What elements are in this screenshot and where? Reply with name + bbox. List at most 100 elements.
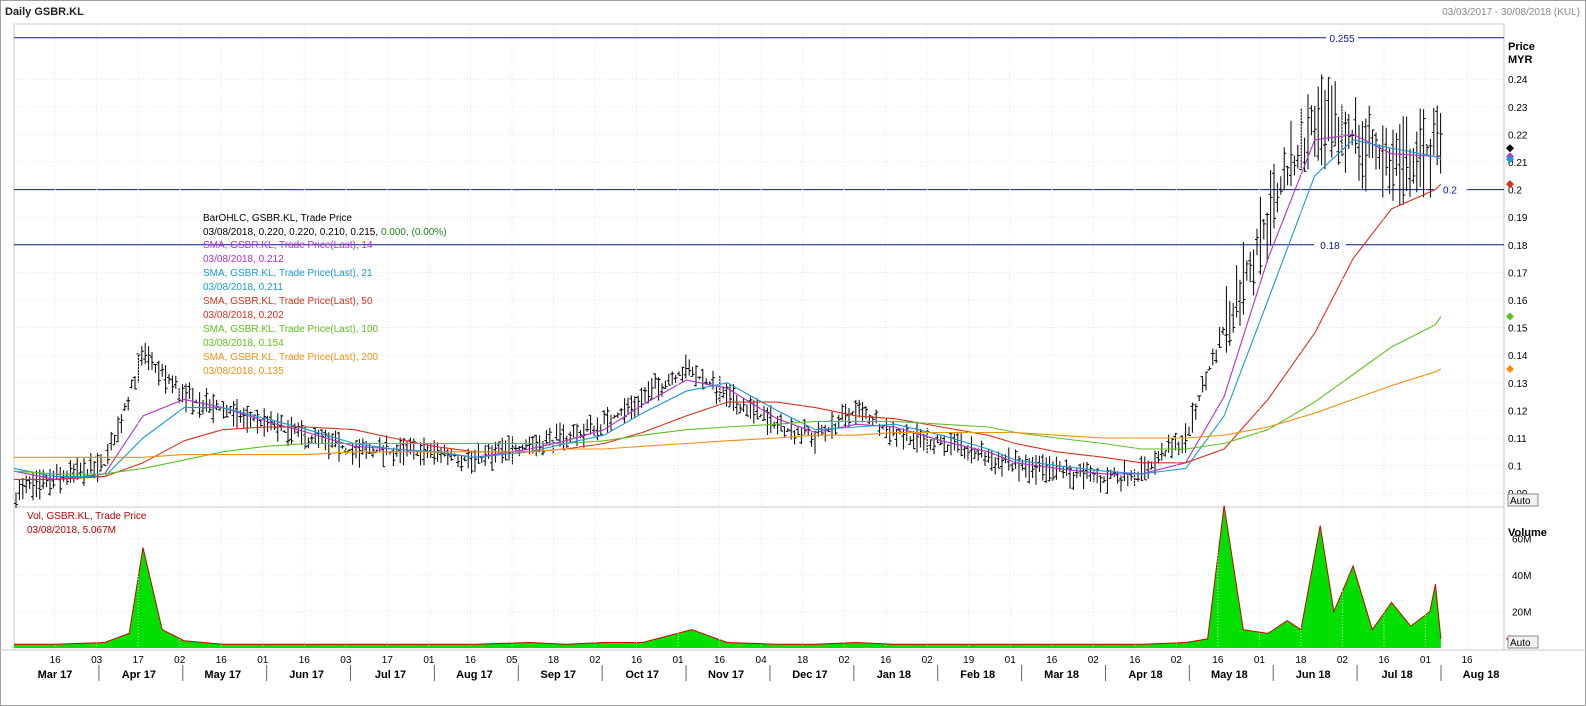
sma-line-sma-21 — [13, 139, 1442, 478]
ohlc-bar — [1404, 116, 1409, 192]
ohlc-bar — [1234, 265, 1239, 318]
ohlc-bar — [456, 455, 460, 468]
ohlc-bar — [71, 463, 76, 483]
price-tick-label: 0.2 — [1508, 186, 1522, 197]
ohlc-bar — [170, 375, 175, 394]
month-label: Dec 17 — [792, 669, 827, 681]
day-tick-label: 01 — [1254, 655, 1266, 666]
ohlc-bar — [462, 456, 467, 462]
ohlc-bar — [901, 428, 906, 450]
volume-area — [14, 505, 1442, 648]
ohlc-bar — [986, 449, 991, 463]
ohlc-bar — [122, 403, 127, 412]
last-value-marker — [1506, 180, 1514, 189]
price-tick-label: 0.12 — [1508, 406, 1528, 417]
day-tick-label: 17 — [133, 655, 145, 666]
ohlc-bar — [133, 375, 137, 390]
volume-auto-button[interactable]: Auto — [1507, 635, 1539, 649]
ohlc-bar — [1227, 301, 1232, 346]
price-auto-button[interactable]: Auto — [1507, 493, 1539, 507]
ohlc-bar — [1261, 218, 1266, 240]
ohlc-bar — [265, 415, 270, 432]
price-tick-label: 0.18 — [1508, 241, 1528, 252]
ohlc-bar — [1187, 426, 1191, 436]
ohlc-bar — [347, 449, 352, 452]
day-tick-label: 03 — [91, 655, 103, 666]
ohlc-bar — [1034, 454, 1038, 485]
ohlc-bar — [1098, 475, 1103, 493]
day-tick-label: 05 — [506, 655, 518, 666]
ohlc-bar — [1040, 454, 1045, 481]
ohlc-bar — [1421, 109, 1426, 198]
month-label: Apr 18 — [1128, 669, 1162, 681]
ohlc-bar — [391, 447, 396, 467]
ohlc-bar — [1204, 371, 1208, 391]
ohlc-bar — [779, 413, 783, 432]
ohlc-bar — [1163, 450, 1168, 457]
ohlc-bar — [14, 492, 18, 508]
ohlc-bar — [1102, 476, 1106, 483]
ohlc-bar — [119, 414, 124, 434]
ohlc-bar — [976, 448, 981, 461]
ohlc-bar — [1091, 469, 1096, 483]
sma-line-sma-200 — [14, 368, 1442, 458]
ohlc-bar — [1353, 97, 1358, 154]
horizontal-line-label-bg — [1434, 183, 1466, 196]
ohlc-bar — [677, 371, 681, 376]
ohlc-bar — [1391, 129, 1395, 201]
ohlc-bar — [1241, 241, 1246, 315]
ohlc-bar — [459, 455, 464, 472]
ohlc-bar — [160, 363, 165, 377]
price-auto-label: Auto — [1510, 496, 1531, 507]
ohlc-bar — [490, 445, 494, 471]
ohlc-bar — [1431, 107, 1436, 156]
day-tick-label: 17 — [382, 655, 394, 666]
ohlc-bar — [78, 462, 83, 479]
ohlc-bar — [1231, 303, 1236, 333]
ohlc-bar — [1323, 89, 1327, 170]
price-tick-label: 0.17 — [1508, 268, 1528, 279]
price-tick-label: 0.1 — [1508, 462, 1522, 473]
day-tick-label: 02 — [1337, 655, 1349, 666]
ohlc-bar — [1428, 138, 1433, 198]
legend-ohlc-change: 0.000, (0.00%) — [381, 227, 447, 238]
ohlc-bar — [1265, 212, 1270, 263]
last-value-marker — [1506, 312, 1514, 321]
ohlc-bar — [333, 430, 338, 448]
ohlc-bar — [187, 382, 192, 399]
ohlc-bar — [534, 434, 539, 457]
ohlc-bar — [1074, 468, 1079, 479]
ohlc-bar — [1221, 326, 1225, 335]
ohlc-bar — [660, 383, 664, 397]
ohlc-bar — [527, 436, 532, 455]
month-label: Sep 17 — [541, 669, 576, 681]
ohlc-bar — [857, 399, 862, 418]
day-tick-label: 04 — [756, 655, 768, 666]
day-tick-label: 19 — [963, 655, 975, 666]
ohlc-bar — [1064, 459, 1069, 476]
price-legend: BarOHLC, GSBR.KL, Trade Price 03/08/2018… — [203, 213, 447, 377]
chart-title: Daily GSBR.KL — [5, 6, 84, 18]
legend-sma50-title: SMA, GSBR.KL, Trade Price(Last), 50 — [203, 296, 373, 307]
ohlc-bar — [136, 353, 141, 383]
price-tick-label: 0.22 — [1508, 130, 1528, 141]
ohlc-bar — [282, 430, 287, 433]
last-value-marker — [1506, 144, 1514, 153]
volume-axis-label: Volume — [1508, 527, 1547, 539]
ohlc-bar — [1081, 462, 1086, 490]
ohlc-bar — [1238, 279, 1242, 326]
ohlc-bar — [602, 410, 607, 425]
ohlc-bar — [643, 386, 647, 403]
day-tick-label: 18 — [797, 655, 809, 666]
ohlc-bar — [1044, 457, 1049, 484]
ohlc-bar — [167, 373, 171, 385]
date-range: 03/03/2017 - 30/08/2018 (KUL) — [1442, 7, 1580, 18]
ohlc-bar — [673, 374, 678, 384]
day-tick-label: 16 — [880, 655, 892, 666]
ohlc-bar — [272, 420, 277, 430]
ohlc-bar — [1170, 437, 1174, 459]
ohlc-bar — [1255, 228, 1259, 256]
ohlc-bar — [714, 387, 719, 405]
ohlc-bar — [1000, 454, 1004, 477]
ohlc-bar — [615, 412, 620, 418]
